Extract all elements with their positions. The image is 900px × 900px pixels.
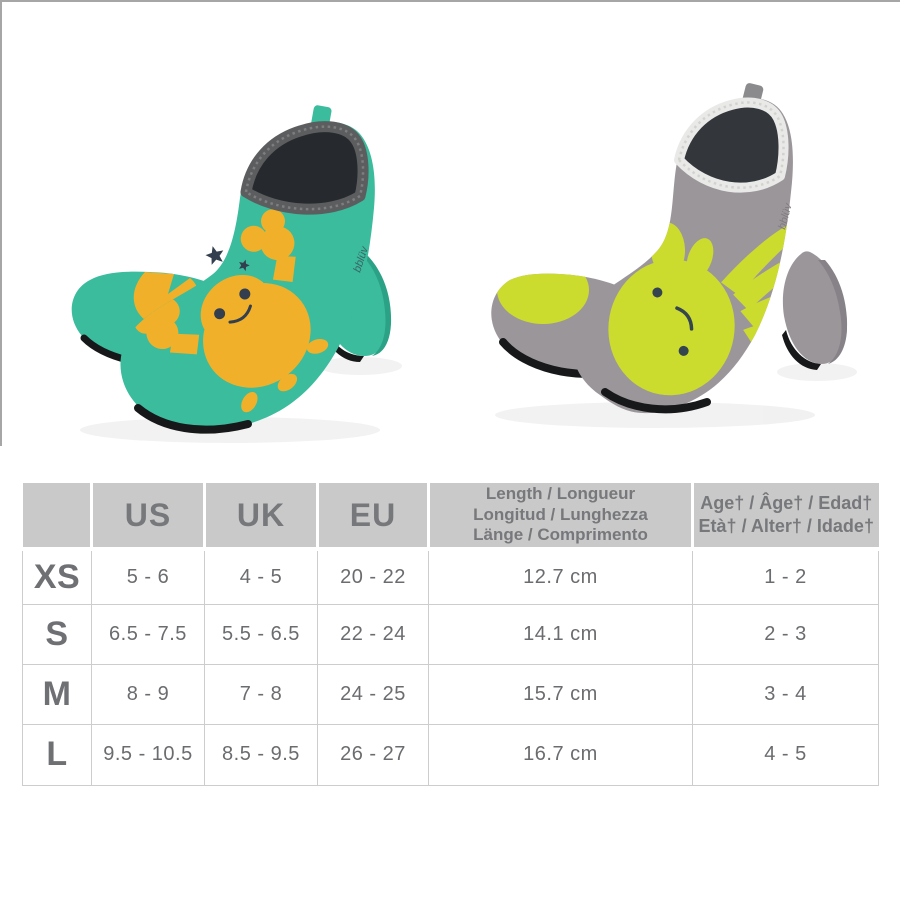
eu-cell: 26 - 27: [317, 723, 429, 786]
eu-value: 24 - 25: [340, 682, 406, 705]
us-cell: 8 - 9: [91, 663, 205, 725]
crab-print: [133, 209, 329, 413]
length-cell: 14.1 cm: [428, 603, 693, 665]
sole-edge: [134, 404, 252, 434]
length-value: 16.7 cm: [523, 743, 598, 765]
us-cell: 9.5 - 10.5: [91, 723, 205, 786]
size-label: M: [42, 674, 72, 713]
age-cell: 3 - 4: [692, 663, 879, 725]
age-cell: 4 - 5: [692, 723, 879, 786]
table-row-m: M 8 - 9 7 - 8 24 - 25 15.7 cm 3 - 4: [22, 663, 879, 725]
age-header-line: Age† / Âge† / Edad†: [700, 492, 873, 513]
length-cell: 12.7 cm: [428, 548, 693, 605]
table-row-xs: XS 5 - 6 4 - 5 20 - 22 12.7 cm 1 - 2: [22, 548, 879, 605]
age-value: 1 - 2: [764, 565, 807, 588]
length-value: 14.1 cm: [523, 622, 598, 645]
table-row-l: L 9.5 - 10.5 8.5 - 9.5 26 - 27 16.7 cm 4…: [22, 723, 879, 786]
squid-print-mate: [497, 273, 589, 324]
uk-header-label: UK: [236, 496, 286, 533]
grey-squid-shoes-image: bblüv: [491, 83, 857, 428]
size-cell: M: [22, 663, 92, 725]
size-cell: S: [22, 603, 92, 665]
age-header-line: Età† / Alter† / Idade†: [698, 516, 874, 536]
mate-shoe-heel: [782, 251, 848, 370]
uk-cell: 7 - 8: [204, 663, 318, 725]
frame-left-border: [0, 0, 2, 446]
eu-value: 20 - 22: [340, 565, 406, 588]
eu-value: 26 - 27: [340, 743, 406, 765]
size-chart-table: US UK EU Length / Longueur Longitud / Lu…: [22, 483, 879, 786]
squid-face: [652, 287, 694, 356]
header-row: US UK EU Length / Longueur Longitud / Lu…: [22, 483, 879, 551]
size-cell: XS: [22, 548, 92, 605]
age-cell: 1 - 2: [692, 548, 879, 605]
eu-cell: 22 - 24: [317, 603, 429, 665]
length-cell: 15.7 cm: [428, 663, 693, 725]
frame-top-border: [0, 0, 900, 2]
size-label: XS: [33, 557, 81, 596]
header-cell-eu: EU: [316, 483, 429, 551]
age-cell: 2 - 3: [692, 603, 879, 665]
eu-header-label: EU: [349, 496, 397, 533]
header-cell-size: [22, 483, 92, 551]
us-value: 6.5 - 7.5: [109, 622, 187, 645]
us-value: 9.5 - 10.5: [103, 743, 193, 765]
header-cell-age: Age† / Âge† / Edad† Età† / Alter† / Idad…: [691, 483, 879, 551]
eu-cell: 20 - 22: [317, 548, 429, 605]
size-label: S: [45, 614, 69, 653]
star-icon: [205, 246, 250, 272]
collar: [674, 97, 789, 193]
uk-cell: 8.5 - 9.5: [204, 723, 318, 786]
age-value: 4 - 5: [764, 743, 807, 765]
us-cell: 5 - 6: [91, 548, 205, 605]
eu-value: 22 - 24: [340, 622, 406, 645]
bubbles: [592, 227, 629, 285]
age-value: 3 - 4: [764, 682, 807, 705]
teal-crab-shoes-image: bblüv: [71, 105, 402, 443]
crab-face: [214, 288, 252, 324]
size-label: L: [46, 735, 68, 773]
header-cell-uk: UK: [203, 483, 318, 551]
us-value: 8 - 9: [126, 682, 170, 705]
length-value: 15.7 cm: [523, 682, 598, 705]
length-cell: 16.7 cm: [428, 723, 693, 786]
us-value: 5 - 6: [126, 565, 170, 588]
size-cell: L: [22, 723, 92, 786]
length-header-line: Länge / Comprimento: [473, 525, 648, 545]
sole-edge: [601, 388, 711, 414]
uk-value: 7 - 8: [239, 682, 283, 705]
uk-value: 4 - 5: [239, 565, 283, 588]
table-row-s: S 6.5 - 7.5 5.5 - 6.5 22 - 24 14.1 cm 2 …: [22, 603, 879, 665]
uk-cell: 4 - 5: [204, 548, 318, 605]
shadow: [495, 363, 857, 428]
uk-value: 8.5 - 9.5: [222, 743, 300, 765]
header-cell-us: US: [90, 483, 205, 551]
us-header-label: US: [124, 496, 172, 533]
uk-cell: 5.5 - 6.5: [204, 603, 318, 665]
length-header-line: Length / Longueur: [485, 483, 636, 503]
us-cell: 6.5 - 7.5: [91, 603, 205, 665]
eu-cell: 24 - 25: [317, 663, 429, 725]
age-value: 2 - 3: [764, 622, 807, 645]
uk-value: 5.5 - 6.5: [222, 622, 300, 645]
collar: [240, 121, 369, 215]
header-cell-length: Length / Longueur Longitud / Lunghezza L…: [427, 483, 693, 551]
length-header-line: Longitud / Lunghezza: [473, 504, 648, 524]
length-value: 12.7 cm: [523, 565, 598, 588]
